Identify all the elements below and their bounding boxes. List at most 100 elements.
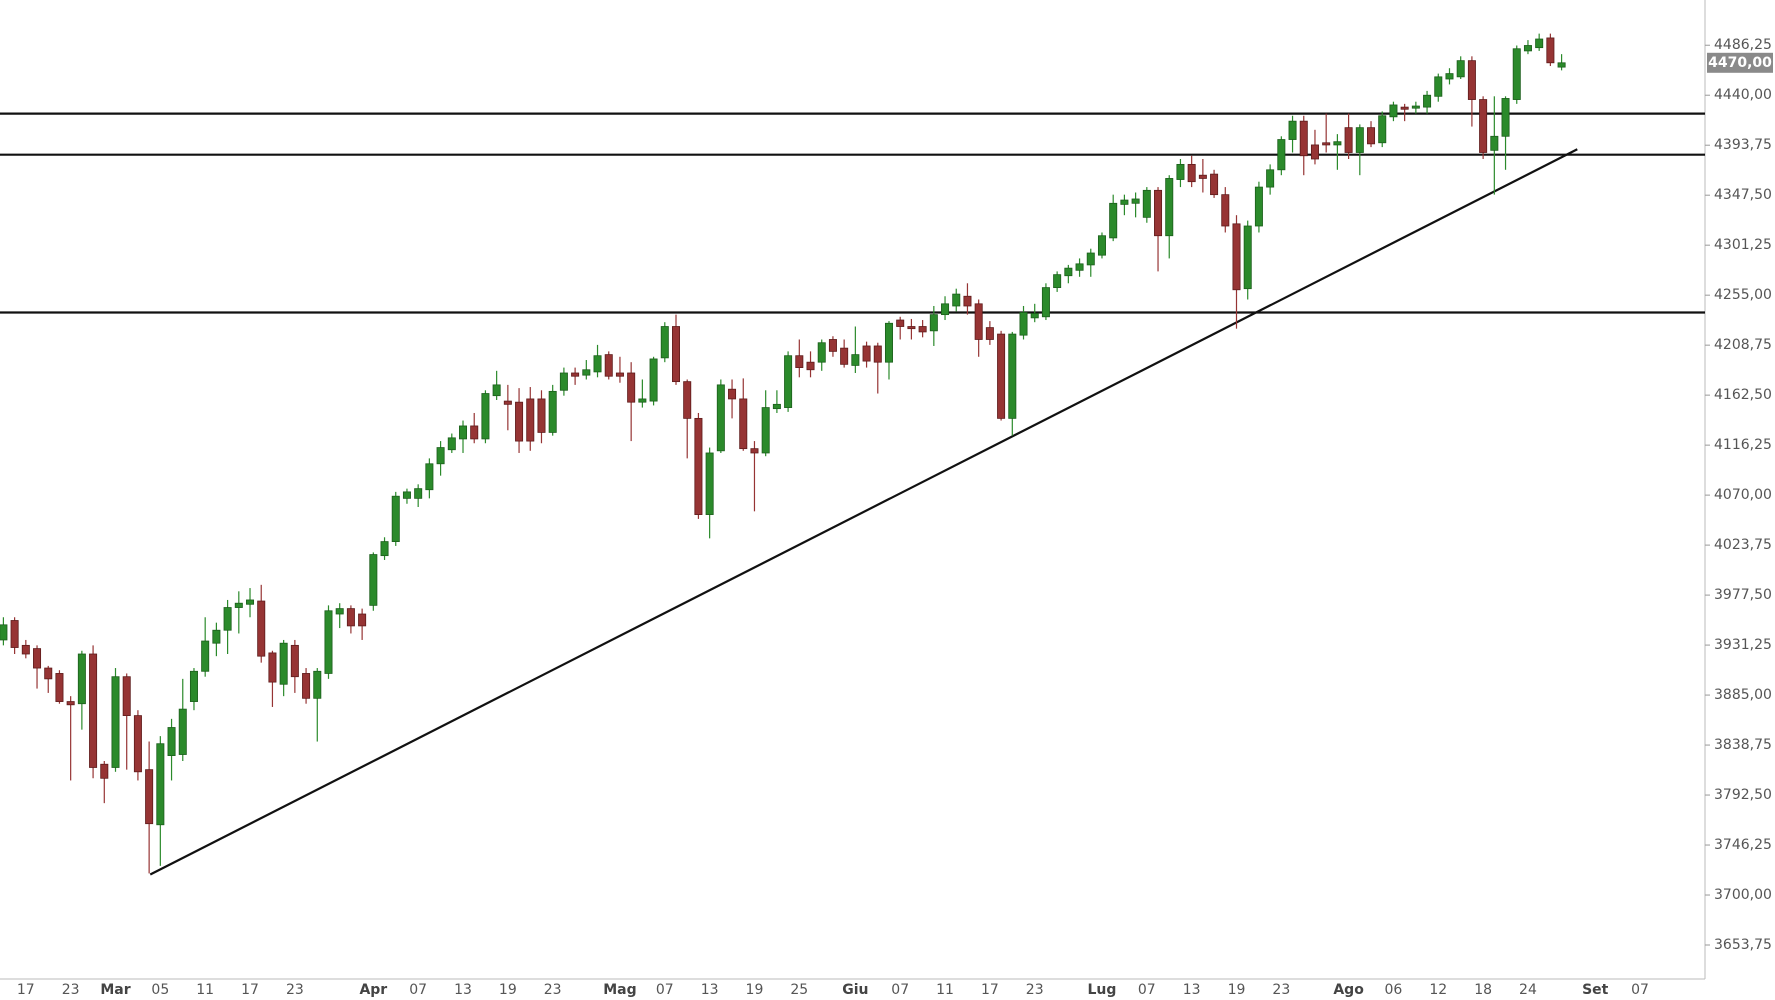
candle-body <box>358 613 367 627</box>
candle-body <box>1333 141 1342 146</box>
candle-body <box>324 610 333 674</box>
candle-body <box>1479 99 1488 153</box>
candle-body <box>1187 163 1196 183</box>
candle-body <box>1019 312 1028 336</box>
candle-body <box>380 541 389 557</box>
candle-body <box>1490 135 1499 151</box>
candle-body <box>840 347 849 365</box>
candle-body <box>941 303 950 316</box>
x-tick-label: 19 <box>746 982 764 998</box>
y-tick-label: 4347,50 <box>1714 187 1772 203</box>
candle-body <box>1523 45 1532 52</box>
candle-body <box>828 339 837 352</box>
candle-body <box>178 708 187 755</box>
y-tick-label: 4393,75 <box>1714 137 1772 153</box>
candle-body <box>1176 163 1185 180</box>
y-tick-label: 3977,50 <box>1714 587 1772 603</box>
candle-body <box>772 403 781 410</box>
candle-body <box>156 743 165 826</box>
candle-body <box>1053 274 1062 289</box>
candle-body <box>425 463 434 491</box>
last-price-box <box>1707 52 1773 73</box>
candle-body <box>33 648 42 669</box>
candle-body <box>716 384 725 452</box>
candle-body <box>884 322 893 363</box>
y-tick-label: 3653,75 <box>1714 937 1772 953</box>
candle-body <box>55 673 64 702</box>
x-tick-label: Ago <box>1333 982 1364 998</box>
y-tick-label: 4070,00 <box>1714 487 1772 503</box>
x-tick-label: Mag <box>603 982 636 998</box>
x-tick-label: 07 <box>1138 982 1156 998</box>
x-tick-label: 13 <box>1183 982 1201 998</box>
candle-body <box>436 447 445 465</box>
x-tick-label: 17 <box>241 982 259 998</box>
candle-body <box>515 401 524 442</box>
candle-body <box>459 425 468 440</box>
candle-body <box>1445 73 1454 80</box>
candle-body <box>952 293 961 307</box>
candle-body <box>257 600 266 657</box>
x-tick-label: 17 <box>981 982 999 998</box>
candle-body <box>873 345 882 363</box>
candle-body <box>447 437 456 451</box>
y-tick-label: 3700,00 <box>1714 887 1772 903</box>
candle-body <box>974 303 983 340</box>
y-tick-label: 3746,25 <box>1714 837 1772 853</box>
x-tick-label: 06 <box>1385 982 1403 998</box>
candle-body <box>1288 120 1297 140</box>
candle-body <box>985 327 994 340</box>
candle-body <box>1411 105 1420 109</box>
candle-body <box>806 361 815 371</box>
candle-body <box>1154 189 1163 237</box>
candle-body <box>1277 139 1286 171</box>
candle-body <box>537 398 546 433</box>
x-tick-label: Mar <box>100 982 130 998</box>
candle-body <box>571 372 580 377</box>
y-tick-label: 3885,00 <box>1714 687 1772 703</box>
candle-body <box>1501 98 1510 137</box>
candle-body <box>167 727 176 756</box>
candle-body <box>212 629 221 644</box>
candle-body <box>1546 37 1555 64</box>
candle-body <box>1400 106 1409 110</box>
last-price-label: 4470,00 <box>1708 55 1772 71</box>
candle-body <box>100 763 109 779</box>
candle-body <box>503 400 512 405</box>
y-tick-label: 4486,25 <box>1714 37 1772 53</box>
candle-body <box>1423 94 1432 108</box>
candle-body <box>470 425 479 440</box>
candle-body <box>1266 169 1275 188</box>
candle-body <box>268 652 277 683</box>
candle-body <box>526 398 535 442</box>
x-tick-label: 11 <box>936 982 954 998</box>
candle-body <box>1041 287 1050 318</box>
candle-body <box>89 653 98 768</box>
candle-body <box>963 295 972 307</box>
candle-body <box>391 495 400 542</box>
candle-body <box>77 653 86 705</box>
candle-body <box>649 358 658 402</box>
candle-body <box>1064 267 1073 277</box>
x-tick-label: 07 <box>891 982 909 998</box>
candle-body <box>694 417 703 515</box>
candle-body <box>784 355 793 408</box>
candle-body <box>728 388 737 400</box>
candle-body <box>1097 235 1106 256</box>
candle-body <box>1243 225 1252 290</box>
candle-body <box>1142 189 1151 218</box>
candle-body <box>907 326 916 330</box>
x-tick-label: 12 <box>1429 982 1447 998</box>
y-tick-label: 4023,75 <box>1714 537 1772 553</box>
x-tick-label: 23 <box>286 982 304 998</box>
candle-body <box>1131 198 1140 204</box>
candle-body <box>279 642 288 685</box>
candle-body <box>21 644 30 655</box>
candle-body <box>122 676 131 717</box>
x-tick-label: Apr <box>359 982 387 998</box>
x-tick-label: 13 <box>701 982 719 998</box>
x-tick-label: 19 <box>1228 982 1246 998</box>
candle-body <box>896 319 905 327</box>
y-tick-label: 4301,25 <box>1714 237 1772 253</box>
